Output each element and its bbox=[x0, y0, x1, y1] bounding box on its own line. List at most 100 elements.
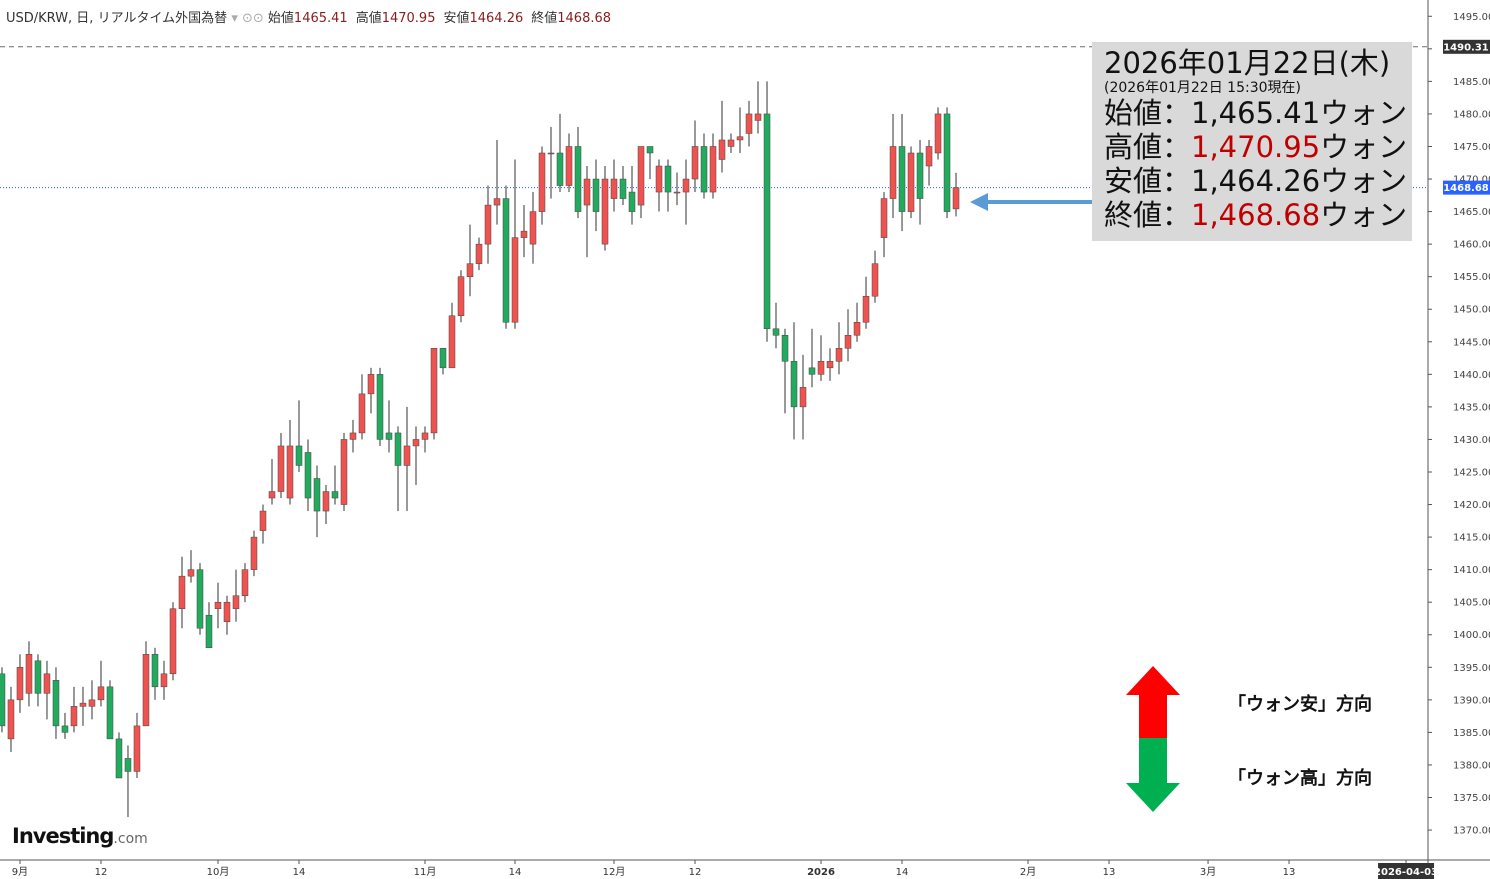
candle-body bbox=[898, 146, 906, 212]
y-tick-label: 1410.00 bbox=[1453, 565, 1490, 576]
candle-body bbox=[367, 374, 375, 395]
candle-body bbox=[781, 335, 789, 362]
header: USD/KRW, 日, リアルタイム外国為替 ▾ ⊙⊙ 始値1465.41 高値1… bbox=[6, 7, 619, 26]
x-tick-label: 3月 bbox=[1200, 866, 1216, 878]
line-label: 始値： bbox=[1104, 96, 1192, 130]
x-tick-label: 12月 bbox=[603, 866, 626, 878]
annotation-subtitle: (2026年01月22日 15:30現在) bbox=[1104, 80, 1301, 96]
candle-body bbox=[682, 178, 690, 193]
line-value: 1,470.95 bbox=[1191, 130, 1321, 164]
candle-body bbox=[529, 211, 537, 245]
candle-body bbox=[160, 673, 168, 688]
pointer-arrow-head bbox=[970, 193, 988, 211]
candle-body bbox=[313, 478, 321, 512]
candle-body bbox=[439, 348, 447, 369]
logo: Investing.com bbox=[12, 824, 148, 848]
candle-body bbox=[727, 139, 735, 147]
x-tick-label: 2026-04-03 bbox=[1374, 867, 1438, 878]
y-tick-label: 1445.00 bbox=[1453, 337, 1490, 348]
candle-body bbox=[241, 569, 249, 596]
candle-body bbox=[376, 374, 384, 440]
price-label: 1490.31 bbox=[1443, 42, 1489, 53]
candle-body bbox=[574, 146, 582, 212]
candle-body bbox=[835, 348, 843, 362]
candle-body bbox=[556, 152, 564, 186]
candle-body bbox=[718, 139, 726, 160]
line-unit: ウォン bbox=[1320, 164, 1408, 198]
x-tick-label: 2月 bbox=[1020, 866, 1036, 878]
candle-body bbox=[331, 491, 339, 499]
candle-body bbox=[133, 725, 141, 772]
x-tick-label: 12 bbox=[95, 867, 108, 878]
candle-body bbox=[43, 673, 51, 694]
candle-body bbox=[403, 445, 411, 466]
candle-body bbox=[934, 113, 942, 154]
annotation-line: 始値：1,465.41ウォン bbox=[1104, 96, 1407, 130]
ohlc-label: 終値 bbox=[531, 11, 558, 26]
line-label: 高値： bbox=[1104, 130, 1192, 164]
x-tick-label: 13 bbox=[1283, 867, 1296, 878]
candle-body bbox=[655, 165, 663, 193]
annotation-line: 安値：1,464.26ウォン bbox=[1104, 164, 1407, 198]
y-tick-label: 1460.00 bbox=[1453, 240, 1490, 251]
candle-body bbox=[610, 178, 618, 199]
candle-body bbox=[259, 510, 267, 531]
ohlc-label: 安値 bbox=[443, 11, 470, 26]
candle-body bbox=[0, 673, 6, 727]
y-tick-label: 1400.00 bbox=[1453, 630, 1490, 641]
line-value: 1,465.41 bbox=[1191, 96, 1321, 130]
candle-body bbox=[952, 187, 960, 210]
line-value: 1,468.68 bbox=[1191, 198, 1321, 232]
candle-body bbox=[502, 198, 510, 323]
candle-body bbox=[880, 198, 888, 238]
symbol: USD/KRW, 日, リアルタイム外国為替 bbox=[6, 11, 228, 26]
y-tick-label: 1405.00 bbox=[1453, 598, 1490, 609]
candle-body bbox=[916, 152, 924, 199]
ohlc-value: 1470.95 bbox=[381, 11, 436, 26]
candle-body bbox=[223, 601, 231, 622]
candle-body bbox=[700, 146, 708, 193]
y-tick-label: 1430.00 bbox=[1453, 435, 1490, 446]
candle-body bbox=[808, 367, 816, 375]
candle-body bbox=[358, 393, 366, 434]
y-tick-label: 1435.00 bbox=[1453, 402, 1490, 413]
candle-body bbox=[178, 575, 186, 609]
y-tick-label: 1455.00 bbox=[1453, 272, 1490, 283]
y-tick-label: 1375.00 bbox=[1453, 793, 1490, 804]
y-tick-label: 1450.00 bbox=[1453, 305, 1490, 316]
candle-body bbox=[790, 361, 798, 408]
x-tick-label: 11月 bbox=[414, 866, 437, 878]
up-label: 「ウォン安」方向 bbox=[1228, 694, 1372, 715]
candle-body bbox=[799, 387, 807, 408]
candle-body bbox=[304, 452, 312, 499]
ohlc-value: 1468.68 bbox=[557, 11, 612, 26]
down-label: 「ウォン高」方向 bbox=[1228, 768, 1372, 789]
candle-body bbox=[349, 432, 357, 440]
candle-body bbox=[385, 432, 393, 440]
candle-body bbox=[277, 445, 285, 492]
price-label-box bbox=[1443, 180, 1490, 195]
candle-body bbox=[151, 654, 159, 688]
candle-body bbox=[88, 699, 96, 707]
candle-body bbox=[565, 146, 573, 186]
candle-body bbox=[394, 432, 402, 466]
candle-body bbox=[538, 152, 546, 212]
candle-body bbox=[817, 361, 825, 375]
line-label: 終値： bbox=[1104, 198, 1192, 232]
candle-body bbox=[25, 654, 33, 694]
candle-body bbox=[862, 295, 870, 323]
y-tick-label: 1485.00 bbox=[1453, 77, 1490, 88]
candle-body bbox=[232, 595, 240, 609]
y-tick-label: 1480.00 bbox=[1453, 109, 1490, 120]
x-tick-label: 14 bbox=[896, 867, 909, 878]
y-tick-label: 1470.00 bbox=[1453, 175, 1490, 186]
candle-body bbox=[421, 432, 429, 440]
candle-body bbox=[601, 178, 609, 245]
candle-body bbox=[628, 191, 636, 212]
line-unit: ウォン bbox=[1320, 130, 1408, 164]
y-tick-label: 1495.00 bbox=[1453, 12, 1490, 23]
ohlc-label: 始値 bbox=[267, 11, 294, 26]
candle-body bbox=[106, 686, 114, 740]
candle-body bbox=[871, 263, 879, 297]
